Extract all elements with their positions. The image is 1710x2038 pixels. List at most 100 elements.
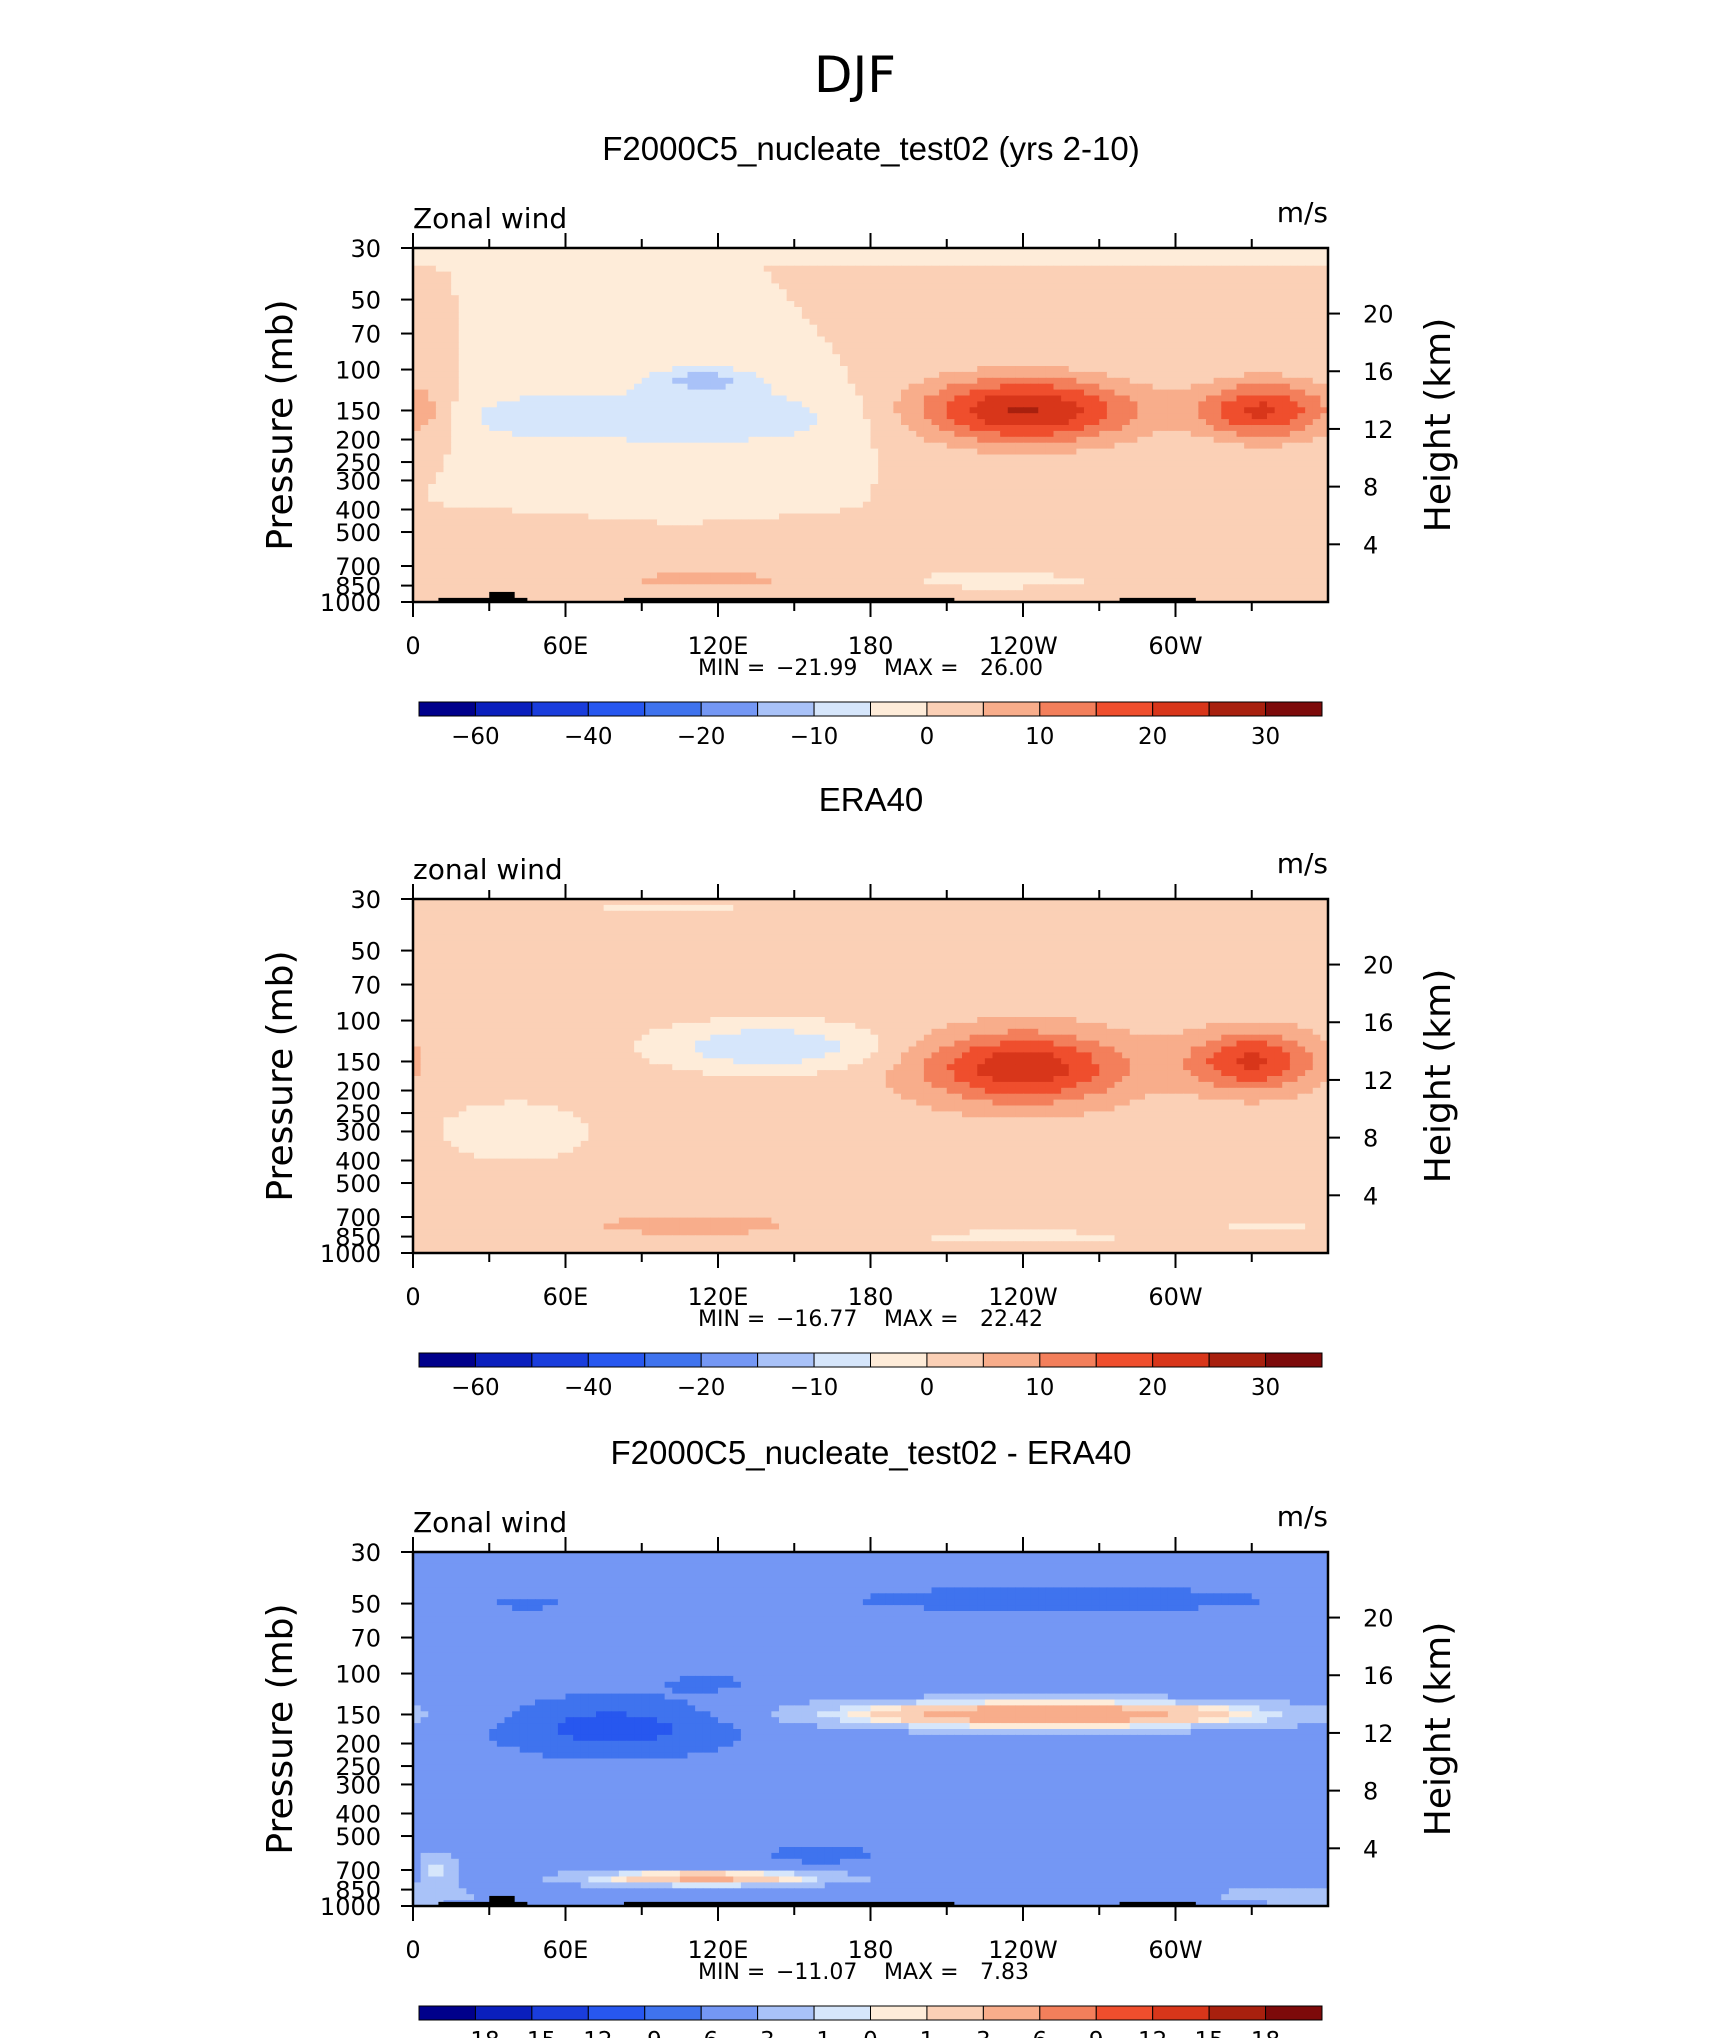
- field-cell: [1236, 389, 1245, 397]
- field-cell: [977, 283, 986, 290]
- field-cell: [710, 407, 719, 414]
- field-cell: [1106, 484, 1116, 491]
- field-cell: [1289, 318, 1299, 326]
- field-cell: [809, 401, 818, 408]
- field-cell: [672, 348, 681, 355]
- field-cell: [710, 348, 719, 355]
- field-cell: [1015, 295, 1024, 302]
- field-cell: [756, 472, 765, 479]
- field-cell: [1023, 425, 1032, 432]
- field-cell: [1030, 336, 1039, 343]
- field-cell: [1282, 265, 1291, 273]
- field-cell: [1106, 454, 1116, 461]
- field-cell: [1236, 442, 1245, 450]
- field-cell: [748, 371, 757, 379]
- field-cell: [481, 460, 490, 467]
- field-cell: [542, 489, 551, 497]
- field-cell: [1114, 436, 1123, 444]
- field-cell: [435, 401, 445, 408]
- field-cell: [458, 265, 467, 273]
- field-cell: [893, 324, 902, 332]
- field-cell: [687, 371, 696, 379]
- field-cell: [862, 348, 872, 355]
- field-cell: [1068, 436, 1077, 444]
- field-cell: [649, 472, 658, 479]
- field-cell: [565, 448, 574, 456]
- field-cell: [679, 407, 689, 414]
- field-cell: [710, 318, 719, 326]
- field-cell: [1061, 478, 1070, 485]
- field-cell: [466, 436, 475, 444]
- field-cell: [413, 318, 422, 326]
- field-cell: [603, 289, 612, 296]
- field-cell: [1114, 430, 1123, 438]
- field-cell: [992, 389, 1001, 397]
- field-cell: [1030, 289, 1039, 296]
- field-cell: [977, 413, 986, 420]
- field-cell: [946, 395, 955, 402]
- field-cell: [878, 283, 887, 290]
- field-cell: [1297, 265, 1306, 273]
- field-cell: [794, 460, 803, 467]
- field-cell: [458, 442, 467, 450]
- field-cell: [824, 342, 833, 349]
- field-cell: [779, 342, 788, 349]
- field-cell: [664, 265, 673, 273]
- field-cell: [1312, 265, 1321, 273]
- field-cell: [1198, 318, 1207, 326]
- field-cell: [962, 484, 971, 491]
- field-cell: [1000, 430, 1009, 438]
- field-cell: [1206, 366, 1215, 373]
- field-cell: [977, 484, 986, 491]
- field-cell: [1236, 283, 1245, 290]
- field-cell: [649, 371, 658, 379]
- field-cell: [1152, 472, 1161, 479]
- field-cell: [641, 371, 650, 379]
- field-cell: [1244, 253, 1253, 261]
- field-cell: [969, 330, 978, 338]
- field-cell: [649, 348, 658, 355]
- field-cell: [557, 312, 567, 320]
- field-cell: [466, 383, 475, 391]
- field-cell: [565, 407, 574, 414]
- field-cell: [672, 419, 681, 426]
- field-cell: [413, 401, 422, 408]
- field-cell: [1289, 425, 1299, 432]
- field-cell: [992, 342, 1001, 349]
- field-cell: [878, 277, 887, 284]
- field-cell: [916, 312, 925, 320]
- field-cell: [779, 430, 788, 438]
- field-cell: [1206, 419, 1215, 426]
- field-cell: [496, 301, 506, 308]
- field-cell: [977, 348, 986, 355]
- field-cell: [565, 259, 574, 267]
- field-cell: [801, 342, 811, 349]
- field-cell: [1152, 342, 1161, 349]
- field-cell: [695, 407, 704, 414]
- field-cell: [428, 472, 437, 479]
- field-cell: [512, 318, 521, 326]
- field-cell: [809, 466, 818, 473]
- field-cell: [786, 248, 795, 255]
- field-cell: [954, 330, 963, 338]
- field-cell: [832, 354, 841, 361]
- field-cell: [496, 413, 506, 420]
- field-cell: [565, 413, 574, 420]
- field-cell: [702, 383, 711, 391]
- field-cell: [1305, 366, 1314, 373]
- field-cell: [1015, 478, 1024, 485]
- field-cell: [504, 259, 513, 267]
- field-cell: [733, 454, 742, 461]
- field-cell: [1312, 348, 1321, 355]
- field-cell: [451, 425, 460, 432]
- field-cell: [588, 395, 597, 402]
- field-cell: [847, 478, 856, 485]
- field-cell: [908, 454, 917, 461]
- field-cell: [1023, 436, 1032, 444]
- field-cell: [908, 425, 917, 432]
- field-cell: [1038, 301, 1047, 308]
- field-cell: [878, 307, 887, 314]
- field-cell: [458, 248, 467, 255]
- field-cell: [603, 336, 612, 343]
- field-cell: [565, 354, 574, 361]
